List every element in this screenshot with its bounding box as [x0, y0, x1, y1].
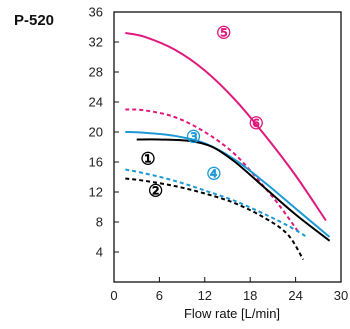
y-tick-label: 4: [96, 245, 103, 260]
y-tick-label: 16: [89, 155, 103, 170]
x-tick-label: 6: [156, 288, 163, 303]
curve-number-label: ⑥: [249, 114, 264, 133]
curve-number-label: ③: [186, 128, 201, 147]
curve-4: [136, 138, 331, 242]
x-tick-label: 24: [288, 288, 302, 303]
curve-2: [125, 108, 301, 234]
model-label: P-520: [14, 12, 54, 29]
curve-label-group: ⑤ ⑥ ③ ① ④ ②: [140, 23, 263, 200]
y-tick-label: 24: [89, 95, 103, 110]
y-tick-group: 4 8 12 16 20 24 28 32 36: [89, 5, 119, 260]
curve-group: [125, 32, 331, 261]
y-tick-label: 36: [89, 5, 103, 20]
curve-5: [125, 168, 308, 238]
curve-1: [125, 32, 327, 222]
x-tick-label: 12: [198, 288, 212, 303]
x-tick-label: 0: [110, 288, 117, 303]
y-tick-label: 12: [89, 185, 103, 200]
curve-number-label: ②: [148, 182, 163, 201]
curve-6: [125, 177, 305, 261]
x-tick-label: 30: [334, 288, 348, 303]
plot-frame: [113, 11, 342, 283]
y-tick-label: 32: [89, 35, 103, 50]
curve-number-label: ①: [140, 149, 155, 168]
y-tick-label: 20: [89, 125, 103, 140]
x-axis-title: Flow rate [L/min]: [184, 306, 280, 321]
curve-number-label: ⑤: [216, 23, 231, 42]
x-tick-group: 0 6 12 18 24 30: [110, 277, 348, 303]
x-tick-label: 18: [243, 288, 257, 303]
y-tick-label: 8: [96, 215, 103, 230]
y-tick-label: 28: [89, 65, 103, 80]
curve-number-label: ④: [206, 164, 221, 183]
